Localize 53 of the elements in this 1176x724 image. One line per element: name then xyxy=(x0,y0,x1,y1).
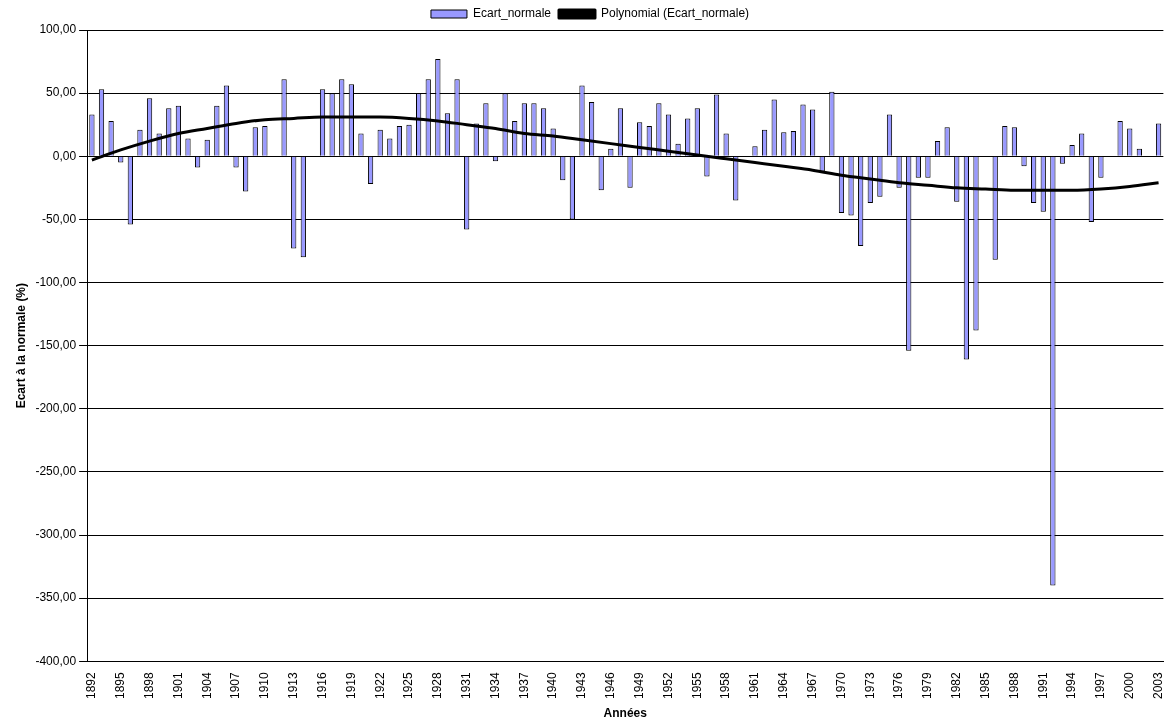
x-tick-label: 1898 xyxy=(141,671,156,700)
x-tick-label: 1937 xyxy=(516,671,531,700)
x-tick-label: 1904 xyxy=(199,671,214,700)
y-tick-label: -250,00 xyxy=(35,464,77,479)
legend-label: Polynomial (Ecart_normale) xyxy=(600,6,750,21)
y-tick-label: 0,00 xyxy=(52,148,77,163)
x-tick-label: 1994 xyxy=(1064,671,1079,700)
x-tick-label: 1943 xyxy=(574,671,589,700)
y-tick-label: -50,00 xyxy=(42,211,77,226)
x-tick-label: 1919 xyxy=(343,671,358,700)
x-tick-label: 1952 xyxy=(660,671,675,700)
legend-label: Ecart_normale xyxy=(472,6,552,21)
y-tick-label: -150,00 xyxy=(35,337,77,352)
x-tick-label: 1967 xyxy=(804,671,819,700)
x-tick-label: 1979 xyxy=(920,671,935,700)
x-tick-label: 1997 xyxy=(1093,671,1108,700)
x-tick-label: 1892 xyxy=(84,671,99,700)
x-tick-label: 1901 xyxy=(170,671,185,700)
y-axis-title: Ecart à la normale (%) xyxy=(13,282,28,409)
x-tick-label: 1964 xyxy=(776,671,791,700)
x-tick-label: 1985 xyxy=(977,671,992,700)
x-tick-label: 1988 xyxy=(1006,671,1021,700)
x-tick-label: 1946 xyxy=(603,671,618,700)
x-tick-label: 1955 xyxy=(689,671,704,700)
x-tick-label: 1958 xyxy=(718,671,733,700)
x-tick-label: 1982 xyxy=(949,671,964,700)
x-tick-label: 1916 xyxy=(314,671,329,700)
x-tick-label: 1934 xyxy=(487,671,502,700)
x-tick-label: 1931 xyxy=(458,671,473,700)
x-tick-label: 2000 xyxy=(1122,671,1137,700)
x-axis-title: Années xyxy=(603,706,648,721)
y-tick-label: -100,00 xyxy=(35,274,77,289)
y-tick-label: 50,00 xyxy=(46,85,77,100)
x-tick-label: 1928 xyxy=(430,671,445,700)
y-tick-label: -400,00 xyxy=(35,653,77,668)
x-tick-label: 1991 xyxy=(1035,671,1050,700)
x-tick-label: 1961 xyxy=(747,671,762,700)
x-tick-label: 1970 xyxy=(833,671,848,700)
x-tick-label: 1913 xyxy=(286,671,301,700)
x-tick-label: 1940 xyxy=(545,671,560,700)
x-tick-label: 1949 xyxy=(631,671,646,700)
x-tick-label: 1907 xyxy=(228,671,243,700)
y-tick-label: -200,00 xyxy=(35,401,77,416)
y-tick-label: -300,00 xyxy=(35,527,77,542)
y-tick-label: -350,00 xyxy=(35,590,77,605)
y-tick-label: 100,00 xyxy=(39,22,77,37)
x-tick-label: 1895 xyxy=(113,671,128,700)
x-tick-label: 1922 xyxy=(372,671,387,700)
x-tick-label: 1976 xyxy=(891,671,906,700)
x-tick-label: 1973 xyxy=(862,671,877,700)
x-tick-label: 1910 xyxy=(257,671,272,700)
x-tick-label: 2003 xyxy=(1150,671,1165,700)
x-tick-label: 1925 xyxy=(401,671,416,700)
